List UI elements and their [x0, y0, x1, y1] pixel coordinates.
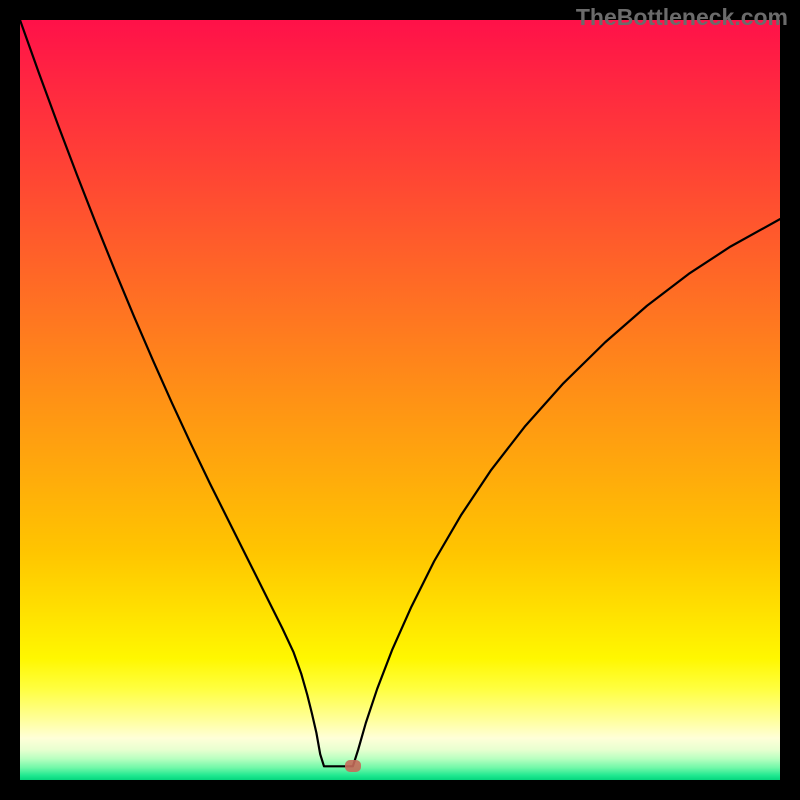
bottleneck-curve: [20, 20, 780, 780]
watermark-text: TheBottleneck.com: [576, 4, 788, 31]
plot-area: [20, 20, 780, 780]
optimal-point-marker: [345, 760, 361, 772]
